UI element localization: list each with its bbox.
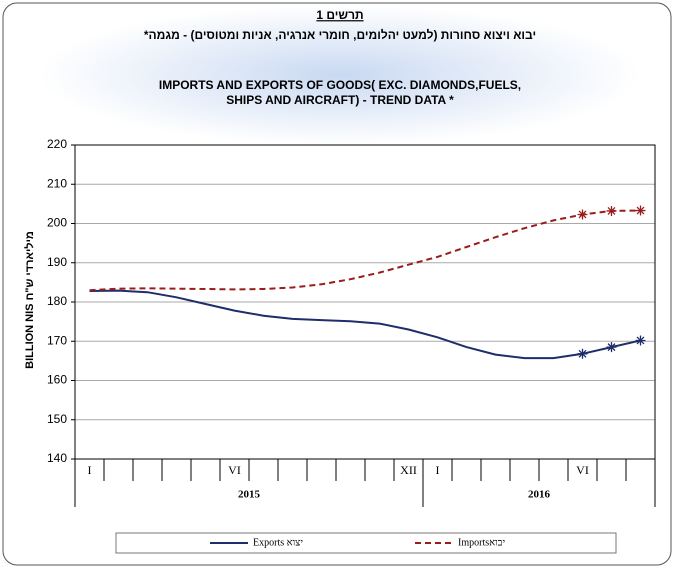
y-tick-label: 150 bbox=[47, 412, 67, 426]
y-axis-label: BILLION NIS מיליארדי ש"ח bbox=[23, 231, 36, 369]
y-tick-label: 180 bbox=[47, 294, 67, 308]
x-tick-label: VI bbox=[576, 463, 589, 477]
group-label: 2016 bbox=[528, 489, 551, 501]
y-tick-label: 170 bbox=[47, 333, 67, 347]
legend-label: Exports יצוא bbox=[253, 537, 303, 548]
y-tick-label: 190 bbox=[47, 255, 67, 269]
chart-label: תרשים 1 bbox=[316, 8, 363, 22]
x-tick-label: I bbox=[436, 463, 440, 477]
chart-title-en: SHIPS AND AIRCRAFT) - TREND DATA * bbox=[226, 93, 454, 107]
legend-label: Importsיבוא bbox=[458, 537, 505, 548]
chart-title-he: יבוא ויצוא סחורות (למעט יהלומים, חומרי א… bbox=[144, 28, 536, 42]
point-marker bbox=[577, 209, 588, 220]
x-tick-label: I bbox=[88, 463, 92, 477]
y-tick-label: 160 bbox=[47, 373, 67, 387]
point-marker bbox=[606, 205, 617, 216]
y-tick-label: 210 bbox=[47, 176, 67, 190]
group-label: 2015 bbox=[238, 489, 261, 501]
series-line bbox=[89, 209, 641, 292]
legend bbox=[115, 532, 617, 554]
point-marker bbox=[606, 342, 617, 353]
y-tick-label: 220 bbox=[47, 137, 67, 151]
point-marker bbox=[635, 205, 646, 216]
x-tick-label: XII bbox=[400, 463, 417, 477]
series-line bbox=[89, 289, 641, 360]
y-tick-label: 140 bbox=[47, 451, 67, 465]
x-tick-label: VI bbox=[228, 463, 241, 477]
title-glow bbox=[40, 5, 640, 145]
chart-title-en: IMPORTS AND EXPORTS OF GOODS( EXC. DIAMO… bbox=[159, 78, 521, 92]
y-tick-label: 200 bbox=[47, 216, 67, 230]
point-marker bbox=[577, 348, 588, 359]
point-marker bbox=[635, 335, 646, 346]
